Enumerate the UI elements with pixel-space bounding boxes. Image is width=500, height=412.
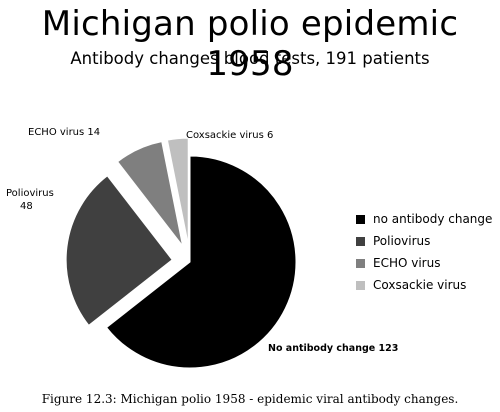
legend-label: ECHO virus [373, 256, 441, 270]
legend-label: no antibody change [373, 212, 493, 226]
legend-swatch [356, 214, 365, 224]
pie-label-coxsackie-virus: Coxsackie virus 6 [186, 130, 273, 141]
pie-label-echo-virus: ECHO virus 14 [28, 127, 100, 138]
pie-slice-echo-virus [117, 141, 184, 246]
legend-item-echo-virus: ECHO virus [356, 252, 492, 274]
legend-item-poliovirus: Poliovirus [356, 230, 492, 252]
chart-title: Michigan polio epidemic 1958 [41, 4, 459, 84]
legend-label: Poliovirus [373, 234, 431, 248]
figure-caption: Figure 12.3: Michigan polio 1958 - epide… [41, 392, 459, 406]
legend-item-coxsackie-virus: Coxsackie virus [356, 274, 492, 296]
pie-label-no-antibody-change: No antibody change 123 [268, 343, 398, 354]
legend-swatch [356, 280, 365, 290]
legend-label: Coxsackie virus [373, 278, 467, 292]
legend-swatch [356, 258, 365, 268]
legend-item-no-antibody-change: no antibody change [356, 208, 492, 230]
pie-label-poliovirus: Poliovirus 48 [6, 188, 54, 212]
legend-swatch [356, 236, 365, 246]
pie-slice-no-antibody-change [105, 155, 297, 369]
legend: no antibody change Poliovirus ECHO virus… [356, 208, 492, 296]
chart-subtitle: Antibody changes blood tests, 191 patien… [70, 49, 430, 68]
pie-slice-poliovirus [65, 175, 173, 326]
pie-slice-coxsackie-virus [166, 137, 189, 245]
